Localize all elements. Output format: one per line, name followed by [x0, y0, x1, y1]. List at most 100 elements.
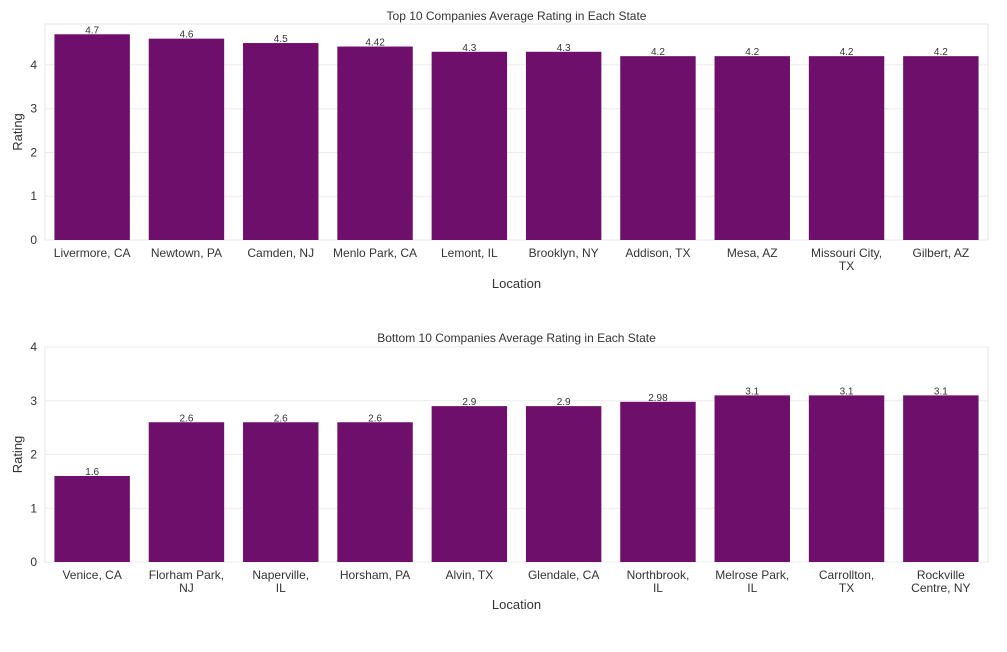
x-tick-label-line: IL	[276, 581, 286, 595]
bar	[903, 56, 979, 240]
x-tick-label: Lemont, IL	[441, 246, 498, 260]
bar	[54, 34, 130, 241]
x-axis-label: Location	[492, 276, 541, 291]
x-tick-label: Livermore, CA	[54, 246, 131, 260]
x-tick-label-line: Gilbert, AZ	[913, 246, 970, 260]
y-tick-label: 4	[30, 58, 37, 72]
bar	[148, 422, 225, 562]
data-label: 2.9	[557, 397, 571, 408]
bar	[525, 51, 602, 241]
data-label: 2.6	[179, 413, 193, 424]
bar	[620, 401, 696, 562]
x-tick-label: Melrose Park, IL	[715, 568, 789, 595]
data-label: 4.2	[745, 47, 759, 58]
x-tick-label: Glendale, CA	[528, 568, 599, 582]
data-label: 4.3	[557, 43, 571, 54]
x-tick-label: Mesa, AZ	[727, 246, 778, 260]
data-label: 2.6	[368, 413, 382, 424]
x-axis-label: Location	[492, 597, 541, 612]
x-tick-label: Alvin, TX	[445, 568, 493, 582]
bar	[337, 422, 413, 562]
x-tick-label: Newtown, PA	[151, 246, 222, 260]
x-tick-label-line: IL	[747, 581, 757, 595]
x-tick-label: Carrollton, TX	[819, 568, 874, 595]
y-tick-label: 0	[30, 233, 37, 247]
bar	[54, 476, 130, 562]
x-tick-label: Gilbert, AZ	[913, 246, 970, 260]
data-label: 3.1	[745, 386, 759, 397]
x-tick-label-line: Horsham, PA	[340, 568, 410, 582]
y-tick-label: 3	[30, 394, 37, 408]
data-label: 2.6	[274, 413, 288, 424]
y-tick-label: 2	[30, 145, 37, 159]
chart-title: Top 10 Companies Average Rating in Each …	[387, 9, 647, 23]
x-tick-label-line: Glendale, CA	[528, 568, 599, 582]
data-label: 4.2	[651, 47, 665, 58]
x-tick-label-line: Lemont, IL	[441, 246, 498, 260]
x-tick-label-line: Alvin, TX	[445, 568, 493, 582]
x-tick-label-line: IL	[653, 581, 663, 595]
data-label: 4.2	[840, 47, 854, 58]
bar	[431, 51, 508, 241]
data-label: 4.7	[85, 25, 99, 36]
x-tick-label-line: Centre, NY	[911, 581, 970, 595]
x-tick-label-line: Addison, TX	[625, 246, 690, 260]
y-axis-label: Rating	[10, 113, 25, 151]
x-tick-label-line: Menlo Park, CA	[333, 246, 417, 260]
x-tick-label-line: Livermore, CA	[54, 246, 131, 260]
x-tick-label-line: NJ	[179, 581, 194, 595]
x-tick-label-line: Mesa, AZ	[727, 246, 778, 260]
y-tick-label: 3	[30, 102, 37, 116]
x-tick-label: Camden, NJ	[247, 246, 314, 260]
data-label: 1.6	[85, 467, 99, 478]
chart-panel-2: 0 1 2 3 4 1.6 Venice, CA 2.6 Florham Park, NJ 2.6 N…	[10, 331, 989, 612]
bar	[243, 422, 319, 562]
x-tick-label: Rockville Centre, NY	[911, 568, 970, 595]
x-tick-label-line: Northbrook,	[627, 568, 690, 582]
data-label: 4.6	[179, 30, 193, 41]
x-tick-label: Brooklyn, NY	[529, 246, 599, 260]
bar	[714, 395, 790, 562]
y-tick-label: 4	[30, 340, 37, 354]
x-tick-label-line: Carrollton,	[819, 568, 874, 582]
bar	[525, 406, 602, 562]
data-label: 4.3	[462, 43, 476, 54]
data-label: 3.1	[934, 386, 948, 397]
bar	[808, 56, 885, 240]
x-tick-label: Venice, CA	[62, 568, 121, 582]
x-tick-label-line: Venice, CA	[62, 568, 121, 582]
x-tick-label: Missouri City, TX	[811, 246, 882, 273]
bar	[243, 43, 319, 240]
x-tick-label-line: Naperville,	[252, 568, 309, 582]
bar	[431, 406, 508, 562]
x-tick-label: Horsham, PA	[340, 568, 410, 582]
x-tick-label-line: Rockville	[917, 568, 965, 582]
data-label: 4.2	[934, 47, 948, 58]
y-tick-label: 2	[30, 448, 37, 462]
bar	[808, 395, 885, 562]
y-tick-label: 0	[30, 555, 37, 569]
x-tick-label-line: Brooklyn, NY	[529, 246, 599, 260]
bar	[620, 56, 696, 240]
bar	[148, 38, 225, 240]
bar	[337, 46, 413, 241]
x-tick-label: Naperville, IL	[252, 568, 309, 595]
x-tick-label: Northbrook, IL	[627, 568, 690, 595]
x-tick-label-line: Newtown, PA	[151, 246, 222, 260]
data-label: 4.5	[274, 34, 288, 45]
x-tick-label: Addison, TX	[625, 246, 690, 260]
y-tick-label: 1	[30, 189, 37, 203]
data-label: 2.9	[462, 397, 476, 408]
x-tick-label-line: Melrose Park,	[715, 568, 789, 582]
y-tick-label: 1	[30, 501, 37, 515]
x-tick-label: Menlo Park, CA	[333, 246, 417, 260]
x-tick-label-line: TX	[839, 259, 854, 273]
bar	[903, 395, 979, 562]
x-tick-label-line: Missouri City,	[811, 246, 882, 260]
bar	[714, 56, 790, 240]
data-label: 3.1	[840, 386, 854, 397]
chart-title: Bottom 10 Companies Average Rating in Ea…	[377, 331, 656, 345]
x-tick-label-line: TX	[839, 581, 854, 595]
y-axis-label: Rating	[10, 436, 25, 474]
